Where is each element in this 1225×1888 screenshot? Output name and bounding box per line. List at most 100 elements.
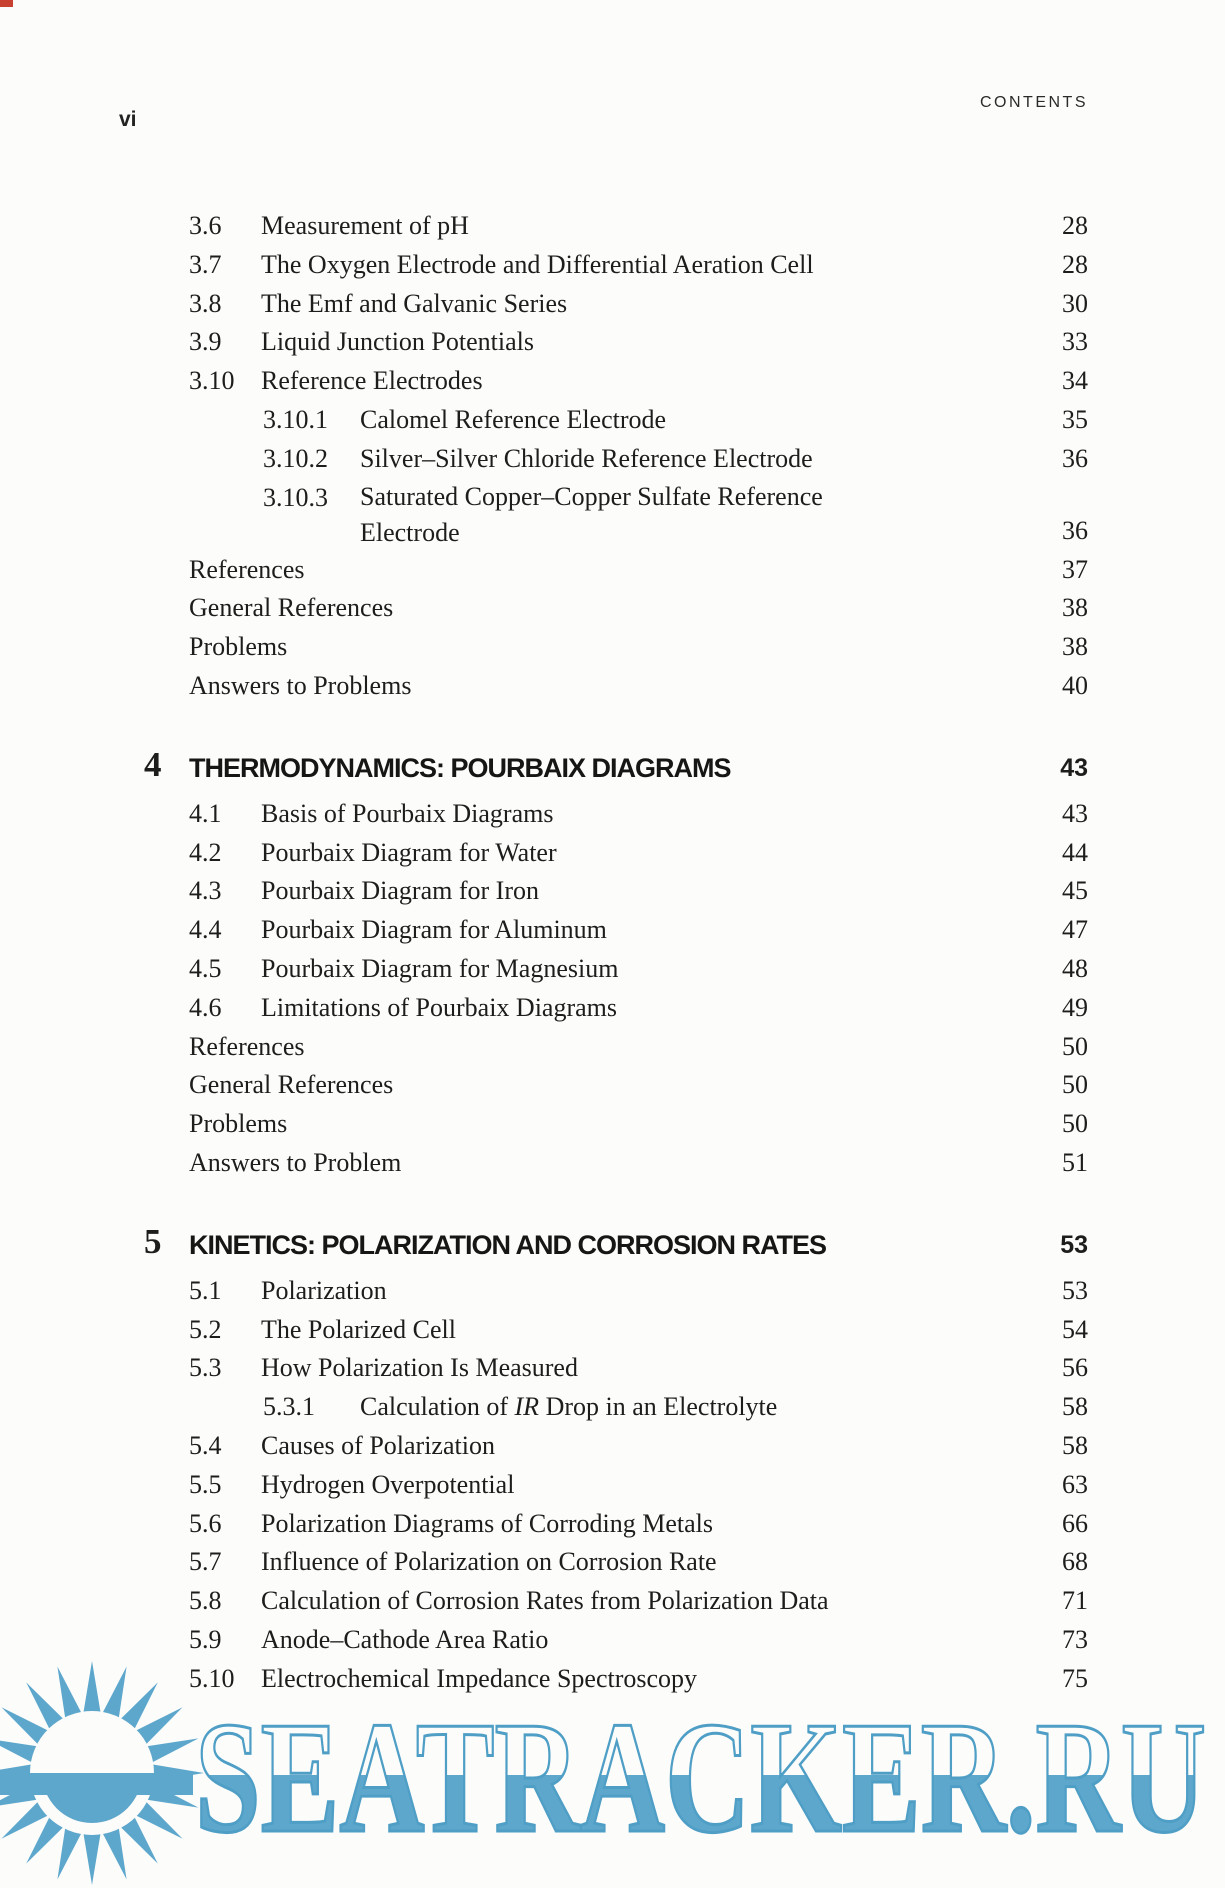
- toc-entry: 5.8 Calculation of Corrosion Rates from P…: [189, 1582, 1088, 1621]
- entry-title: Pourbaix Diagram for Aluminum: [261, 915, 607, 945]
- scan-artifact: [0, 0, 13, 7]
- entry-page-number: 54: [1062, 1314, 1088, 1344]
- entry-page-number: 53: [1062, 1275, 1088, 1305]
- toc-entry: 3.8 The Emf and Galvanic Series 30: [189, 285, 1088, 324]
- entry-title: Calculation of IR Drop in an Electrolyte: [360, 1392, 778, 1422]
- entry-title: Pourbaix Diagram for Iron: [261, 876, 539, 906]
- entry-title: Saturated Copper–Copper Sulfate Referenc…: [360, 481, 823, 547]
- toc-backmatter-entry: References 50: [189, 1028, 1088, 1067]
- entry-title: Problems: [189, 632, 288, 662]
- entry-page-number: 50: [1062, 1031, 1088, 1061]
- entry-number: 4.4: [189, 915, 222, 945]
- entry-number: 4.2: [189, 837, 222, 867]
- entry-number: 3.10.2: [263, 443, 328, 473]
- toc-entry: 4.3 Pourbaix Diagram for Iron 45: [189, 872, 1088, 911]
- entry-page-number: 58: [1062, 1392, 1088, 1422]
- entry-number: 3.10.3: [263, 482, 328, 512]
- toc-backmatter-entry: References 37: [189, 551, 1088, 590]
- chapter-number: 5: [144, 1221, 162, 1261]
- entry-title: Causes of Polarization: [261, 1430, 495, 1460]
- entry-title: References: [189, 554, 305, 584]
- entry-number: 5.10: [189, 1663, 235, 1693]
- toc-entry: 5.9 Anode–Cathode Area Ratio 73: [189, 1621, 1088, 1660]
- chapter-page-number: 43: [1060, 753, 1088, 782]
- chapter-heading: 4 THERMODYNAMICS: POURBAIX DIAGRAMS 43: [144, 745, 1088, 793]
- toc-entry: 3.10.2 Silver–Silver Chloride Reference E…: [189, 440, 1088, 479]
- entry-number: 5.2: [189, 1314, 222, 1344]
- entry-title: The Emf and Galvanic Series: [261, 288, 568, 318]
- entry-page-number: 50: [1062, 1070, 1088, 1100]
- entry-title: Polarization: [261, 1275, 387, 1305]
- table-of-contents: 3.6 Measurement of pH 28 3.7 The Oxygen Elec…: [144, 207, 1088, 1699]
- entry-number: 3.6: [189, 211, 222, 240]
- entry-page-number: 68: [1062, 1547, 1088, 1577]
- entry-page-number: 33: [1062, 327, 1088, 357]
- entry-number: 5.9: [189, 1624, 222, 1654]
- entry-number: 5.7: [189, 1547, 222, 1577]
- entry-number: 4.3: [189, 876, 222, 906]
- entry-title: Calculation of Corrosion Rates from Pola…: [261, 1586, 829, 1616]
- entry-number: 4.1: [189, 798, 222, 828]
- entry-number: 3.7: [189, 249, 222, 279]
- toc-entry: 5.6 Polarization Diagrams of Corroding Me…: [189, 1505, 1088, 1544]
- toc-entry: 3.7 The Oxygen Electrode and Differential…: [189, 246, 1088, 285]
- entry-title: General References: [189, 1070, 394, 1100]
- entry-page-number: 75: [1062, 1663, 1088, 1693]
- entry-number: 4.5: [189, 953, 222, 983]
- page-number-folio: vi: [119, 108, 137, 131]
- toc-entry: 4.5 Pourbaix Diagram for Magnesium 48: [189, 950, 1088, 989]
- entry-number: 3.8: [189, 288, 222, 318]
- entry-page-number: 36: [1062, 515, 1088, 545]
- chapter-heading: 5 KINETICS: POLARIZATION AND CORROSION RA…: [144, 1222, 1088, 1270]
- toc-entry: 4.1 Basis of Pourbaix Diagrams 43: [189, 795, 1088, 834]
- chapter-title: THERMODYNAMICS: POURBAIX DIAGRAMS: [189, 752, 732, 783]
- entry-number: 5.5: [189, 1469, 222, 1499]
- entry-page-number: 47: [1062, 915, 1088, 945]
- entry-number: 3.10.1: [263, 404, 328, 434]
- entry-page-number: 38: [1062, 593, 1088, 623]
- entry-title: References: [189, 1031, 305, 1061]
- entry-page-number: 28: [1062, 249, 1088, 279]
- entry-page-number: 73: [1062, 1624, 1088, 1654]
- entry-page-number: 43: [1062, 798, 1088, 828]
- entry-title: How Polarization Is Measured: [261, 1353, 578, 1383]
- watermark-text: SEATRACKER.RU: [195, 1700, 1206, 1850]
- entry-page-number: 71: [1062, 1586, 1088, 1616]
- entry-page-number: 38: [1062, 632, 1088, 662]
- entry-page-number: 36: [1062, 443, 1088, 473]
- entry-title: Polarization Diagrams of Corroding Metal…: [261, 1508, 714, 1538]
- entry-page-number: 66: [1062, 1508, 1088, 1538]
- entry-page-number: 40: [1062, 670, 1088, 700]
- entry-title: Measurement of pH: [261, 211, 469, 240]
- toc-backmatter-entry: General References 50: [189, 1066, 1088, 1105]
- watermark: SEATRACKER.RU: [194, 1700, 1208, 1850]
- toc-entry: 5.7 Influence of Polarization on Corrosio…: [189, 1543, 1088, 1582]
- entry-number: 3.10: [189, 366, 235, 396]
- entry-page-number: 35: [1062, 404, 1088, 434]
- entry-title: Electrochemical Impedance Spectroscopy: [261, 1663, 698, 1693]
- entry-page-number: 44: [1062, 837, 1088, 867]
- entry-page-number: 30: [1062, 288, 1088, 318]
- entry-number: 5.4: [189, 1430, 222, 1460]
- entry-page-number: 45: [1062, 876, 1088, 906]
- toc-entry: 4.2 Pourbaix Diagram for Water 44: [189, 834, 1088, 873]
- entry-number: 4.6: [189, 992, 222, 1022]
- entry-title: Liquid Junction Potentials: [261, 327, 534, 357]
- toc-backmatter-entry: Answers to Problem 51: [189, 1144, 1088, 1183]
- toc-entry: 5.3 How Polarization Is Measured 56: [189, 1349, 1088, 1388]
- entry-page-number: 34: [1062, 366, 1088, 396]
- toc-entry: 4.4 Pourbaix Diagram for Aluminum 47: [189, 911, 1088, 950]
- entry-title: Anode–Cathode Area Ratio: [261, 1624, 549, 1654]
- toc-entry: 3.10.3 Saturated Copper–Copper Sulfate Re…: [189, 479, 1088, 551]
- entry-number: 5.6: [189, 1508, 222, 1538]
- entry-title: Hydrogen Overpotential: [261, 1469, 515, 1499]
- entry-page-number: 50: [1062, 1109, 1088, 1139]
- toc-backmatter-entry: Answers to Problems 40: [189, 667, 1088, 706]
- toc-entry: 5.3.1 Calculation of IR Drop in an Electr…: [189, 1388, 1088, 1427]
- chapter-number: 4: [144, 744, 162, 784]
- chapter-title: KINETICS: POLARIZATION AND CORROSION RAT…: [189, 1229, 827, 1260]
- entry-title: Basis of Pourbaix Diagrams: [261, 798, 554, 828]
- entry-title: Calomel Reference Electrode: [360, 404, 667, 434]
- entry-page-number: 28: [1062, 211, 1088, 240]
- entry-page-number: 56: [1062, 1353, 1088, 1383]
